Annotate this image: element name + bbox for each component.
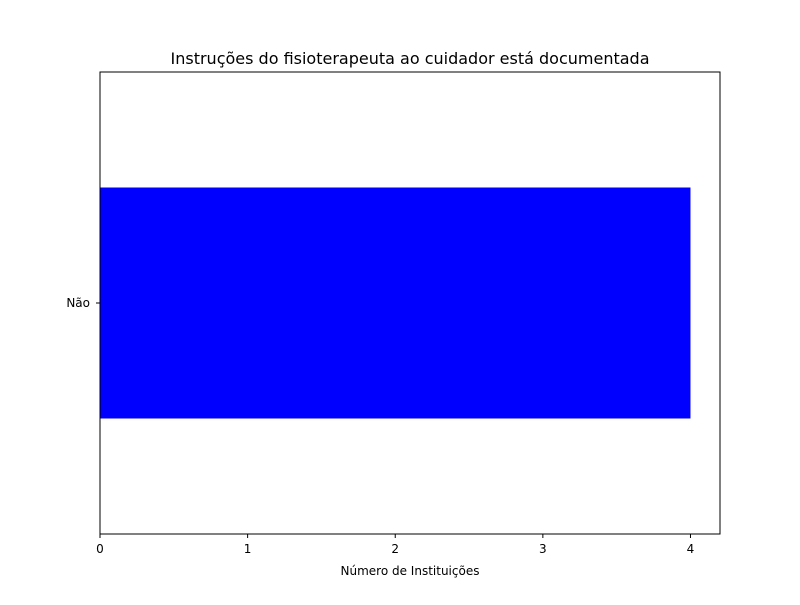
x-axis-label: Número de Instituições [341, 564, 480, 578]
chart-title: Instruções do fisioterapeuta ao cuidador… [171, 49, 650, 68]
x-tick-label: 4 [687, 542, 695, 556]
bars-layer [100, 187, 691, 419]
plot-frame [99, 71, 721, 535]
y-axis: Não [66, 296, 100, 310]
bar-0 [100, 187, 691, 419]
x-tick-label: 1 [244, 542, 252, 556]
x-tick-label: 2 [391, 542, 399, 556]
y-tick-label: Não [66, 296, 90, 310]
x-axis: 0 1 2 3 4 [96, 534, 694, 556]
x-tick-label: 3 [539, 542, 547, 556]
x-tick-label: 0 [96, 542, 104, 556]
